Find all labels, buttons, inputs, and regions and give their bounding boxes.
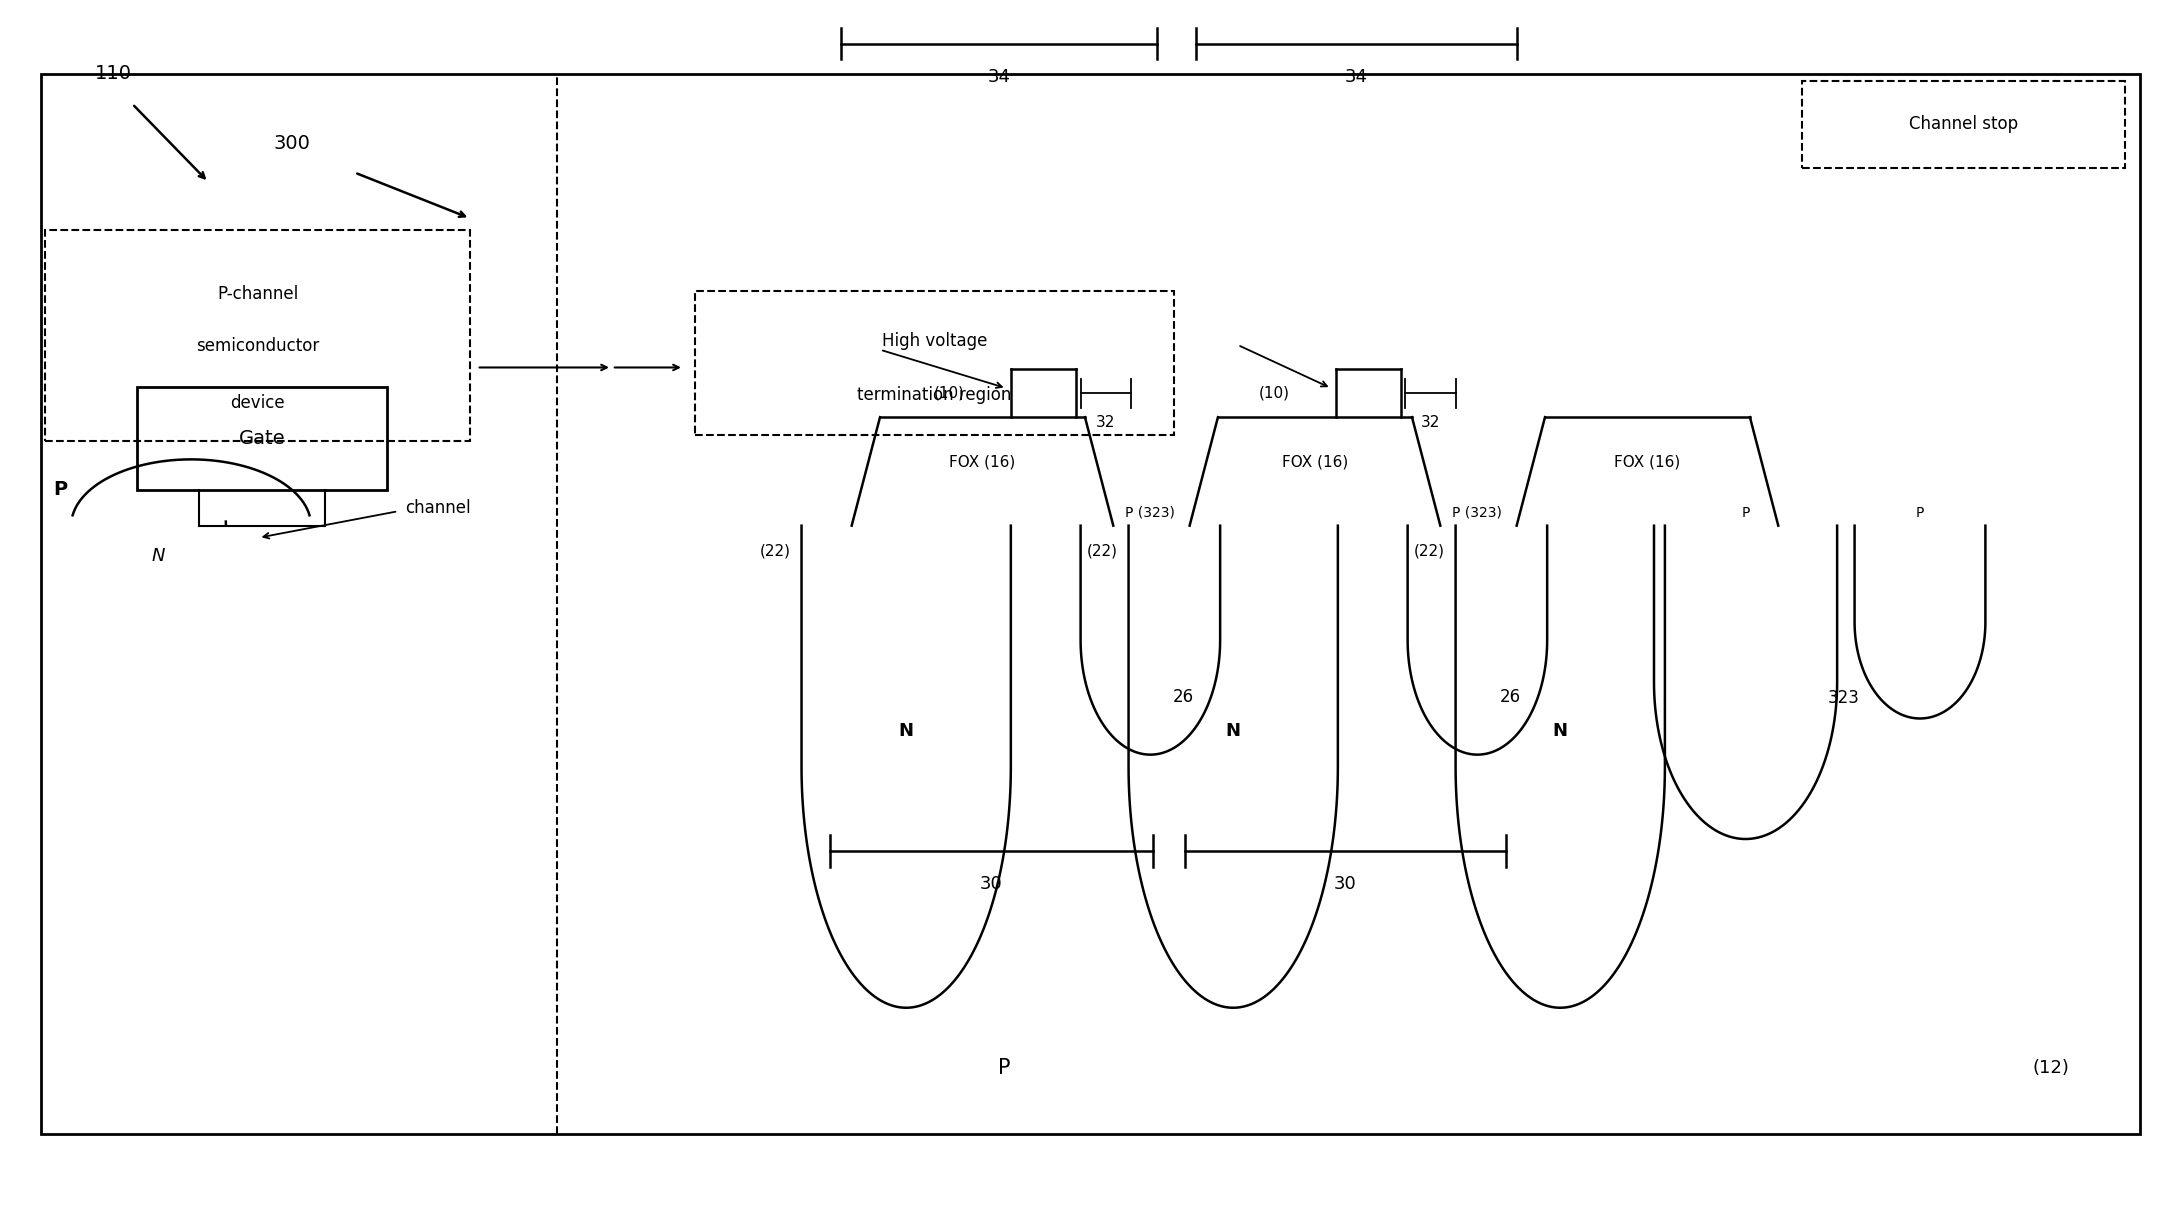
Text: P: P	[1742, 506, 1751, 519]
Bar	[46, 231, 469, 441]
Bar	[1803, 81, 2124, 168]
Text: Channel stop: Channel stop	[1908, 115, 2017, 133]
Text: Gate: Gate	[238, 429, 286, 448]
Text: High voltage: High voltage	[882, 332, 987, 350]
Text: channel: channel	[404, 499, 469, 517]
Text: 323: 323	[1827, 689, 1860, 707]
Text: 30: 30	[980, 875, 1002, 893]
Text: 32: 32	[1421, 414, 1441, 430]
Text: 110: 110	[96, 64, 133, 83]
Text: (22): (22)	[1415, 544, 1445, 559]
Text: FOX (16): FOX (16)	[1281, 454, 1349, 469]
Text: P (323): P (323)	[1126, 506, 1174, 519]
Text: device: device	[229, 394, 284, 412]
Text: N: N	[1225, 721, 1240, 739]
Text: FOX (16): FOX (16)	[950, 454, 1015, 469]
Text: 26: 26	[1172, 689, 1194, 707]
Text: (12): (12)	[2032, 1059, 2069, 1078]
Text: N: N	[899, 721, 915, 739]
Text: P: P	[998, 1058, 1011, 1078]
Text: P (323): P (323)	[1452, 506, 1502, 519]
Text: P: P	[1917, 506, 1923, 519]
Text: 34: 34	[1345, 68, 1369, 86]
Text: P: P	[55, 480, 68, 499]
Text: (22): (22)	[1087, 544, 1118, 559]
Text: N: N	[151, 547, 166, 565]
Text: (22): (22)	[760, 544, 790, 559]
Bar	[694, 291, 1174, 435]
Text: 300: 300	[273, 134, 310, 153]
Text: termination region: termination region	[858, 385, 1011, 403]
Text: (10): (10)	[934, 385, 965, 401]
Bar	[41, 74, 2139, 1134]
Text: P-channel: P-channel	[216, 285, 299, 303]
Text: FOX (16): FOX (16)	[1615, 454, 1681, 469]
Text: 30: 30	[1334, 875, 1358, 893]
Text: (10): (10)	[1260, 385, 1290, 401]
Text: N: N	[1552, 721, 1567, 739]
Text: semiconductor: semiconductor	[196, 337, 319, 355]
Text: 34: 34	[987, 68, 1011, 86]
Bar	[138, 387, 386, 489]
Text: 32: 32	[1096, 414, 1116, 430]
Text: 26: 26	[1500, 689, 1522, 707]
